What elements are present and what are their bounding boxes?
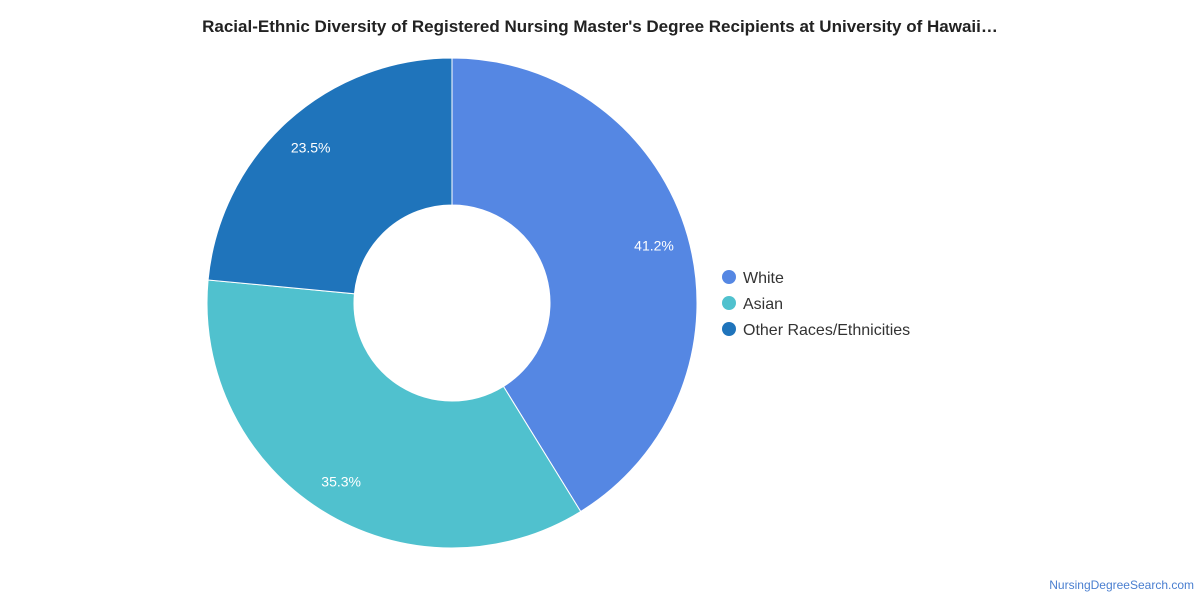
legend-marker [722, 270, 736, 284]
slice-label-asian: 35.3% [321, 473, 361, 489]
chart-title: Racial-Ethnic Diversity of Registered Nu… [202, 17, 998, 36]
slices-group [206, 57, 698, 549]
legend-label: Asian [743, 296, 783, 313]
legend-label: Other Races/Ethnicities [743, 322, 910, 339]
legend: White Asian Other Races/Ethnicities [722, 270, 910, 339]
legend-item-asian[interactable]: Asian [722, 296, 783, 313]
legend-marker [722, 296, 736, 310]
source-credit[interactable]: NursingDegreeSearch.com [1049, 578, 1194, 592]
slice-label-white: 41.2% [634, 238, 674, 254]
legend-label: White [743, 270, 784, 287]
legend-item-white[interactable]: White [722, 270, 784, 287]
legend-marker [722, 322, 736, 336]
legend-item-other-races-ethnicities[interactable]: Other Races/Ethnicities [722, 322, 910, 339]
slice-asian[interactable] [206, 279, 582, 549]
slice-other-races-ethnicities[interactable] [207, 57, 453, 295]
slice-white[interactable] [451, 57, 698, 513]
slice-label-other-races-ethnicities: 23.5% [291, 140, 331, 156]
slice-labels-group: 41.2% 35.3% 23.5% [291, 140, 674, 490]
